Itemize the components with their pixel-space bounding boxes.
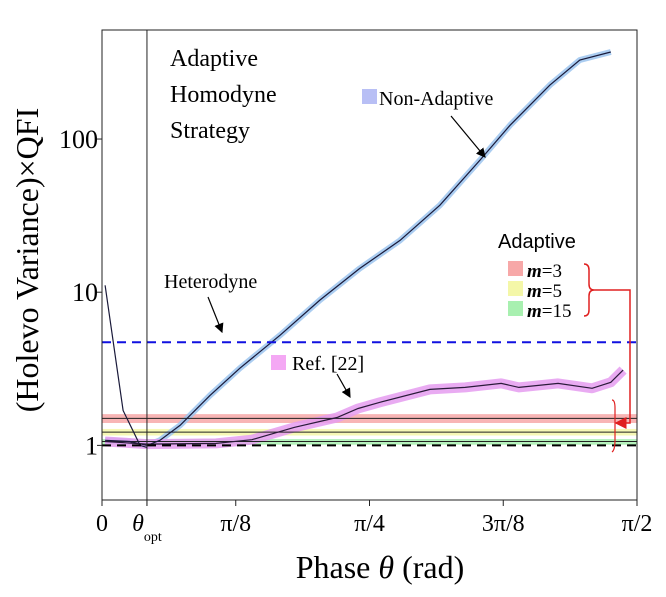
x-tick-label: π/2 [622, 511, 653, 537]
y-axis-label: (Holevo Variance)×QFI [9, 108, 45, 412]
y-tick-label: 1 [85, 431, 98, 460]
x-axis: 0 θopt π/8 π/4 3π/8 π/2 [96, 500, 652, 545]
x-tick-label: 0 [96, 511, 108, 537]
lines-layer [102, 30, 637, 506]
x-axis-label: Phase θ (rad) [296, 549, 465, 585]
y-tick-label: 100 [59, 125, 98, 154]
band-brace [611, 399, 616, 453]
heterodyne-label: Heterodyne [164, 271, 257, 293]
series-line-0 [105, 51, 611, 447]
series-line-2 [104, 285, 148, 448]
non-adaptive-legend-swatch [362, 89, 377, 104]
y-tick-label: 10 [72, 278, 98, 307]
non-adaptive-legend-label: Non-Adaptive [379, 88, 494, 110]
m3-swatch [508, 261, 523, 276]
x-tick-label: θopt [132, 511, 162, 545]
ref22-legend-swatch [271, 355, 286, 370]
adaptive-legend-title: Adaptive [498, 231, 576, 253]
legend-connector [594, 289, 631, 429]
y-axis: 1 10 100 [59, 125, 102, 460]
adaptive-legend: m=3 m=5 m=15 [508, 261, 572, 322]
m5-label: m=5 [527, 281, 562, 302]
m3-label: m=3 [527, 261, 562, 282]
ref22-legend-label: Ref. [22] [292, 353, 364, 375]
non-adaptive-arrow [450, 115, 486, 158]
title-line-2: Homodyne [170, 82, 277, 108]
x-tick-label: π/8 [220, 511, 251, 537]
legend-brace [583, 263, 595, 317]
title-line-3: Strategy [170, 118, 250, 144]
m15-label: m=15 [527, 301, 572, 322]
title-annotation: Adaptive Homodyne Strategy [170, 46, 277, 144]
x-tick-label: 3π/8 [482, 511, 525, 537]
heterodyne-arrow [207, 296, 224, 334]
ref22-arrow [336, 373, 351, 399]
m15-swatch [508, 301, 523, 316]
x-tick-label: π/4 [354, 511, 385, 537]
x-axis-label-text: Phase θ (rad) [296, 549, 465, 585]
title-line-1: Adaptive [170, 46, 258, 72]
series-line-1 [105, 369, 624, 445]
m5-swatch [508, 281, 523, 296]
